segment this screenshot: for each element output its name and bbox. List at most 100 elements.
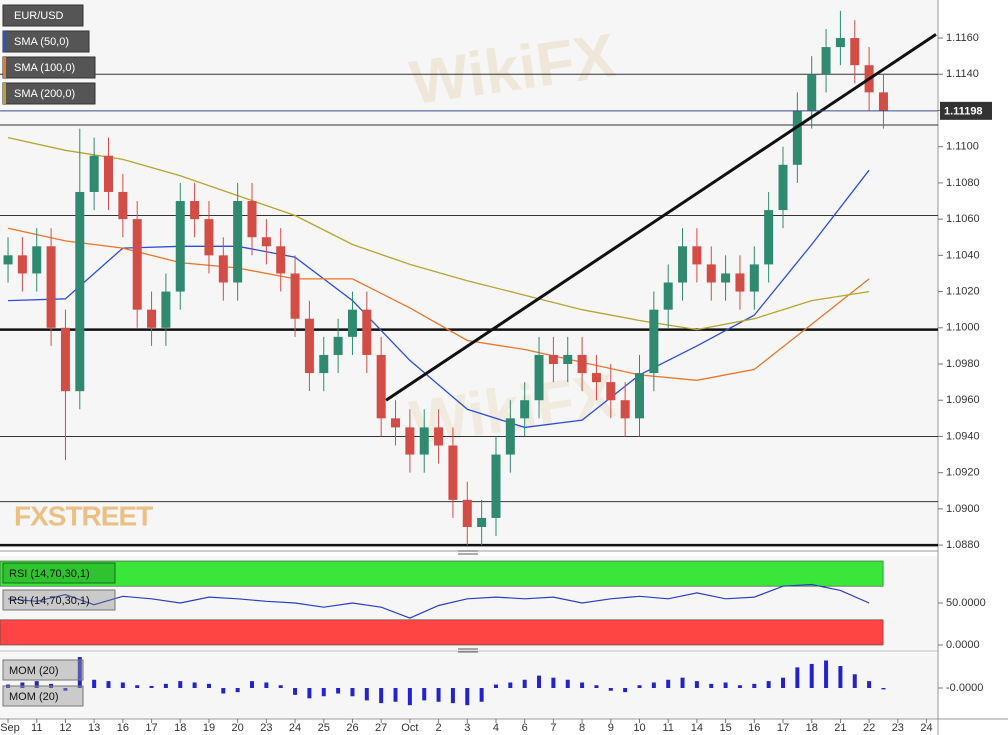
mom-bar xyxy=(508,682,513,688)
candle-body xyxy=(649,309,659,374)
mom-bar xyxy=(221,688,226,694)
mom-bar xyxy=(723,682,728,688)
candle-body xyxy=(663,282,673,310)
candle-body xyxy=(563,354,573,365)
candle-body xyxy=(32,246,42,274)
candle-body xyxy=(46,246,56,328)
mom-bar xyxy=(551,677,556,688)
candle-body xyxy=(534,354,544,401)
y-tick-label: 1.1100 xyxy=(946,141,979,153)
x-tick-label: 21 xyxy=(834,722,846,734)
mom-bar xyxy=(422,688,427,701)
mom-bar xyxy=(307,688,312,699)
x-tick-label: 10 xyxy=(633,722,645,734)
x-tick-label: 20 xyxy=(232,722,244,734)
mom-bar xyxy=(321,688,326,697)
mom-bar xyxy=(379,688,384,704)
mom-bar xyxy=(809,663,814,688)
candle-body xyxy=(290,273,300,319)
candle-body xyxy=(735,273,745,292)
y-tick-label: 1.0880 xyxy=(946,539,980,551)
indicator-box xyxy=(2,562,116,584)
mom-bar xyxy=(135,685,140,688)
candle-body xyxy=(548,354,558,365)
y-tick-label: 1.1160 xyxy=(946,32,979,44)
mom-bar xyxy=(120,682,125,688)
y-tick-label: 50.0000 xyxy=(946,597,986,609)
x-tick-label: 7 xyxy=(550,722,556,734)
x-tick-label: 23 xyxy=(260,722,272,734)
candle-body xyxy=(103,155,113,192)
mom-bar xyxy=(737,685,742,688)
x-tick-label: 8 xyxy=(579,722,585,734)
x-tick-label: 19 xyxy=(203,722,215,734)
candle-body xyxy=(749,264,759,292)
last-price-label: 1.11198 xyxy=(944,106,983,118)
x-tick-label: 17 xyxy=(145,722,157,734)
candle-body xyxy=(792,110,802,165)
candle-body xyxy=(147,309,157,328)
mom-bar xyxy=(235,688,240,693)
x-tick-label: Oct xyxy=(401,722,418,734)
mom-bar xyxy=(651,682,656,688)
legend-label: SMA (100,0) xyxy=(14,62,75,74)
candle-body xyxy=(634,373,644,419)
x-tick-label: 14 xyxy=(691,722,703,734)
rsi-band xyxy=(0,560,884,587)
resize-handle[interactable] xyxy=(458,550,478,653)
sma-line xyxy=(7,169,870,429)
y-tick-label: 1.0920 xyxy=(946,467,980,479)
candle-body xyxy=(850,38,860,66)
mom-bar xyxy=(522,679,527,688)
candle-body xyxy=(448,445,458,500)
sma-line xyxy=(7,227,870,381)
mom-bar xyxy=(580,682,585,688)
mom-bar xyxy=(623,688,628,693)
y-tick-label: 1.1040 xyxy=(946,249,980,261)
candle-body xyxy=(362,309,372,355)
x-tick-label: 12 xyxy=(59,722,71,734)
candle-body xyxy=(591,373,601,383)
candle-body xyxy=(821,47,831,75)
mom-bar xyxy=(192,682,197,688)
indicator-title: RSI (14,70,30,1) xyxy=(9,568,90,580)
legend-box xyxy=(2,4,84,27)
mom-bar xyxy=(852,674,857,688)
x-tick-label: 6 xyxy=(522,722,528,734)
x-tick-label: 24 xyxy=(289,722,301,734)
candle-body xyxy=(89,155,99,192)
y-tick-label: 1.0900 xyxy=(946,503,980,515)
x-tick-label: 18 xyxy=(174,722,186,734)
last-price-box xyxy=(940,101,992,120)
y-tick-label: 1.0980 xyxy=(946,358,980,370)
mom-bar xyxy=(824,660,829,688)
mom-bar xyxy=(465,688,470,706)
candle-body xyxy=(118,191,128,220)
candle-body xyxy=(304,318,314,374)
mom-bar xyxy=(163,683,168,688)
legend-swatch xyxy=(3,83,6,104)
x-tick-label: 16 xyxy=(748,722,760,734)
mom-bar xyxy=(20,682,25,688)
candle-body xyxy=(75,191,85,392)
y-tick-label: 1.1140 xyxy=(946,68,979,80)
x-tick-label: 25 xyxy=(318,722,330,734)
candle-body xyxy=(233,201,243,283)
mom-bar xyxy=(680,677,685,688)
mom-bar xyxy=(537,675,542,688)
candle-body xyxy=(807,74,817,111)
rsi-band xyxy=(0,619,884,646)
candle-body xyxy=(319,354,329,374)
y-tick-label: 1.0960 xyxy=(946,394,980,406)
x-tick-label: 4 xyxy=(493,722,499,734)
candle-body xyxy=(520,400,530,419)
price-panel xyxy=(0,0,938,548)
mom-bar xyxy=(106,681,111,688)
x-tick-label: 9 xyxy=(608,722,614,734)
mom-bar xyxy=(34,681,39,688)
x-tick-label: 18 xyxy=(806,722,818,734)
indicator-title: MOM (20) xyxy=(9,665,59,677)
mom-bar xyxy=(881,688,886,690)
candle-body xyxy=(577,354,587,374)
